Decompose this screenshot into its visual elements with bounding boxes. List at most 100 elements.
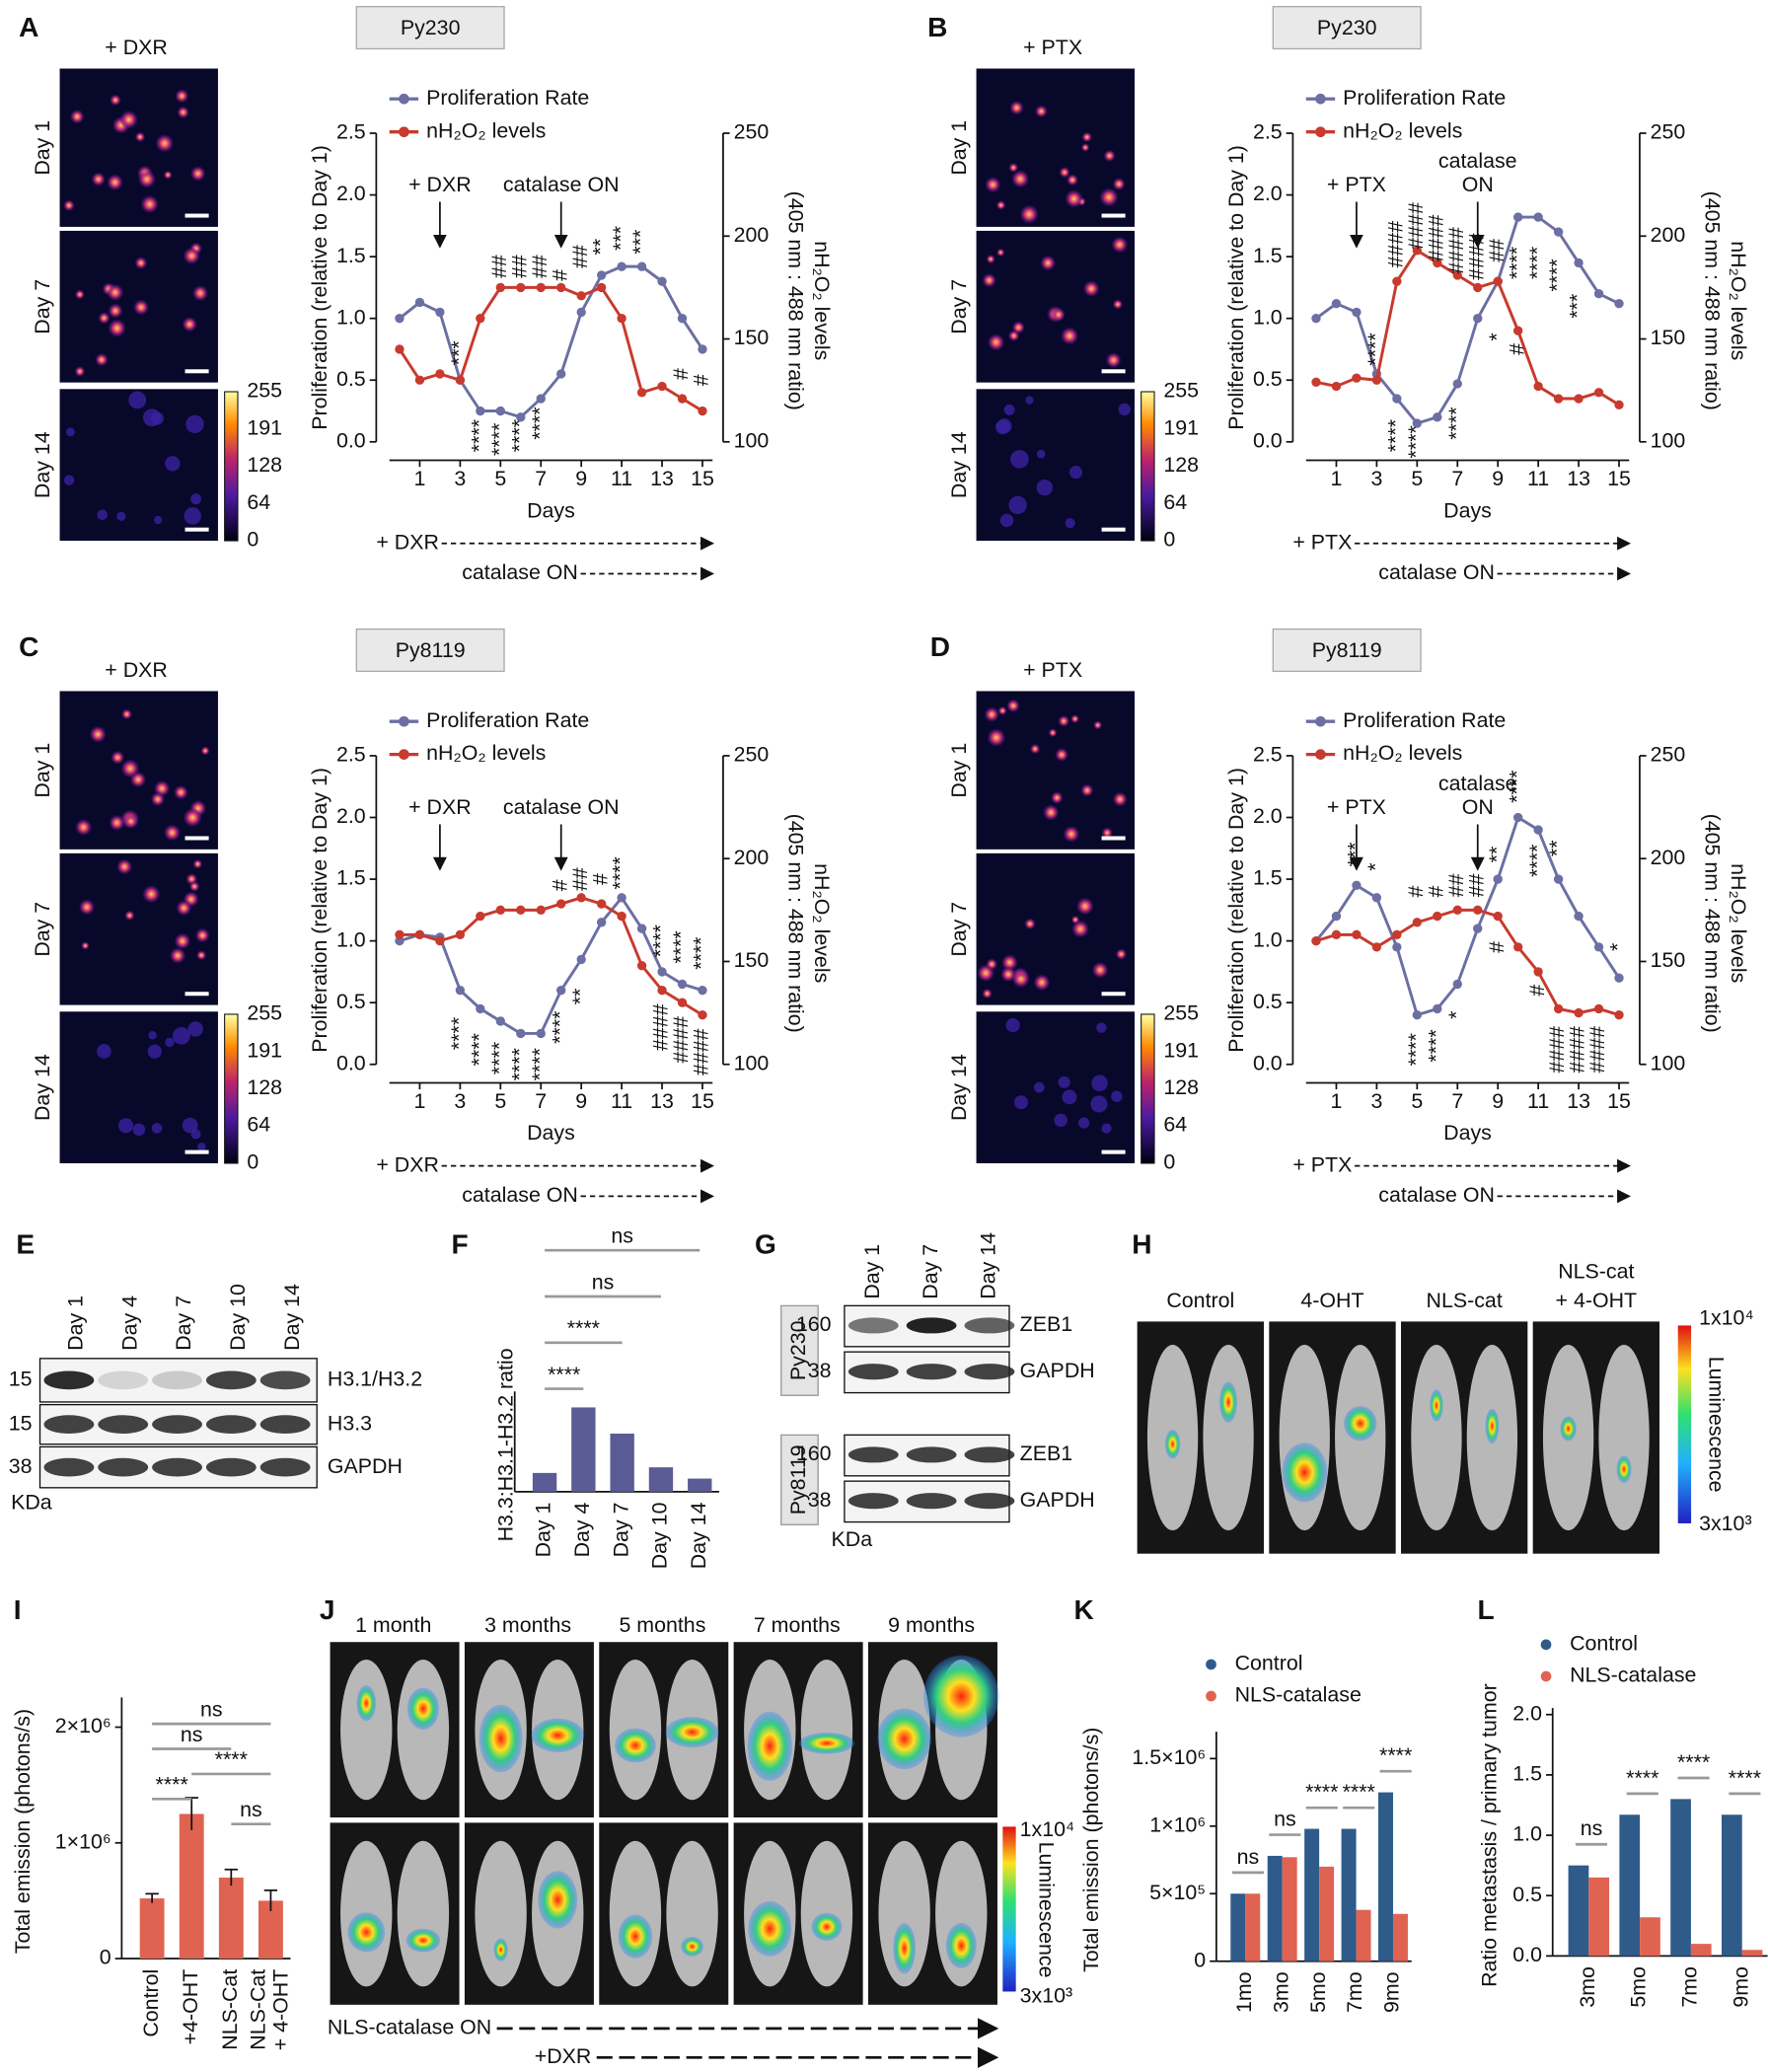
data-point <box>516 1028 526 1039</box>
cell <box>108 319 126 337</box>
data-point <box>617 314 626 324</box>
significance-label: **** <box>548 1363 580 1386</box>
lane-label: Day 14 <box>977 1232 1000 1299</box>
luminescence <box>618 1914 653 1959</box>
cell <box>95 353 109 367</box>
significance-mark: #### <box>690 1028 713 1075</box>
cell <box>1101 1123 1112 1134</box>
timepoint-label: 7 months <box>754 1613 841 1637</box>
condition-label: + DXR <box>105 36 168 59</box>
data-point <box>1533 381 1543 392</box>
x-tick-label: 13 <box>650 467 674 490</box>
cell <box>121 708 132 720</box>
bar <box>1568 1865 1589 1957</box>
x-tick-label: NLS-Cat <box>247 1969 270 2050</box>
significance-mark: ** <box>568 989 592 1005</box>
legend-marker <box>1206 1690 1216 1702</box>
significance-mark: #### <box>669 1016 693 1064</box>
cell <box>1006 699 1020 712</box>
x-tick-label: 3mo <box>1576 1966 1599 2008</box>
cell <box>1025 396 1034 405</box>
annotation: + PTX <box>1327 173 1386 196</box>
bar <box>1670 1799 1691 1957</box>
significance-mark: # <box>588 873 612 885</box>
significance-label: ns <box>181 1723 203 1746</box>
data-point <box>1392 394 1402 404</box>
data-point <box>1473 282 1483 293</box>
panel-letter: L <box>1478 1594 1495 1625</box>
data-point <box>1311 377 1321 388</box>
cell <box>196 950 207 961</box>
group-box <box>780 1304 819 1396</box>
x-tick-label: 1mo <box>1232 1971 1256 2013</box>
data-point <box>1553 394 1564 404</box>
significance-label: ns <box>1274 1807 1296 1830</box>
band <box>152 1370 202 1390</box>
significance-mark: ## <box>528 255 552 278</box>
band-label: H3.1/H3.2 <box>328 1368 422 1391</box>
cell <box>1033 974 1051 992</box>
y-tick-label: 0 <box>1194 1948 1206 1971</box>
y2-tick-label: 100 <box>734 428 770 452</box>
significance-mark: # <box>548 269 571 281</box>
significance-label: **** <box>1729 1766 1761 1790</box>
band <box>43 1370 95 1390</box>
y-tick-label: 1.0 <box>336 927 366 951</box>
colorbar-tick-label: 128 <box>247 453 282 477</box>
y-tick-label: 1×10⁶ <box>1149 1813 1206 1836</box>
cell <box>1077 1117 1090 1129</box>
data-point <box>1473 924 1483 933</box>
band-label: GAPDH <box>1020 1488 1095 1512</box>
luminescence <box>1485 1408 1500 1444</box>
band <box>906 1317 957 1334</box>
colorbar <box>1141 1013 1155 1164</box>
significance-mark: ## <box>507 255 531 278</box>
timepoint-label: 9 months <box>888 1613 975 1637</box>
cell <box>987 728 1005 747</box>
data-point <box>1392 929 1402 940</box>
luminescence <box>1164 1430 1181 1459</box>
cell <box>1052 308 1066 322</box>
x-axis-label: Days <box>527 498 575 522</box>
cell <box>75 289 85 300</box>
data-point <box>1331 381 1342 392</box>
y2-tick-label: 250 <box>1651 743 1686 767</box>
chart-title: Py230 <box>1317 16 1377 39</box>
luminescence <box>681 1937 703 1957</box>
significance-mark: **** <box>1505 247 1528 279</box>
cell <box>1090 1095 1108 1113</box>
luminescence <box>665 1717 719 1748</box>
cell <box>97 509 108 521</box>
y-tick-label: 1.5 <box>1512 1762 1542 1786</box>
significance-mark: **** <box>447 1017 471 1050</box>
data-point <box>1533 212 1543 222</box>
y-tick-label: 2.5 <box>336 120 366 144</box>
significance-mark: **** <box>1404 1033 1428 1066</box>
data-point <box>576 893 586 903</box>
x-tick-label: 15 <box>1607 467 1631 490</box>
legend-marker <box>1206 1659 1216 1670</box>
cell <box>1080 143 1090 152</box>
band-label: H3.3 <box>328 1411 372 1435</box>
significance-mark: # <box>1404 886 1428 898</box>
annotation: ON <box>1462 795 1494 819</box>
x-tick-label: 7 <box>1451 467 1463 490</box>
micrograph <box>976 691 1135 850</box>
data-point <box>657 967 667 977</box>
x-tick-label: Day 7 <box>609 1503 632 1558</box>
treatment-arrow-label: catalase ON <box>1378 1183 1495 1207</box>
cell <box>89 725 107 743</box>
condition-label: + DXR <box>105 658 168 682</box>
day-label: Day 1 <box>947 743 971 798</box>
cell <box>151 792 165 806</box>
mouse <box>340 1660 393 1801</box>
legend-label: nH₂O₂ levels <box>426 118 546 142</box>
colorbar-label: 1x10⁴ <box>1020 1817 1075 1841</box>
significance-mark: *** <box>1566 294 1589 319</box>
data-point <box>414 297 425 308</box>
day-label: Day 7 <box>947 902 971 957</box>
y-tick-label: 2.0 <box>336 182 366 205</box>
cell <box>1033 1081 1045 1093</box>
bar <box>1304 1828 1320 1961</box>
annotation: catalase <box>1438 772 1517 795</box>
